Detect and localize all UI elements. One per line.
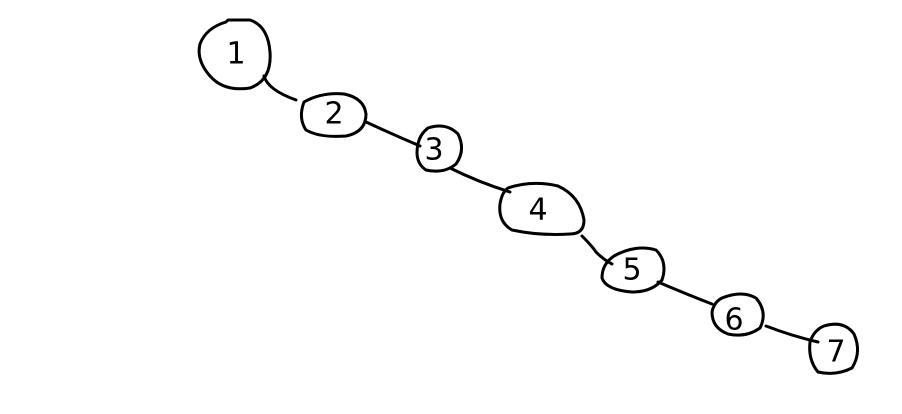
node-6: 6 <box>710 292 765 338</box>
node-1-label: 1 <box>226 37 245 72</box>
node-1-shape <box>197 18 272 91</box>
node-7: 7 <box>808 322 859 375</box>
node-5-label: 5 <box>622 253 641 288</box>
edge-1-2 <box>262 74 298 102</box>
node-2: 2 <box>299 92 368 138</box>
node-4: 4 <box>498 181 586 236</box>
node-3: 3 <box>415 124 463 173</box>
node-1: 1 <box>197 18 272 91</box>
node-6-shape <box>710 292 765 337</box>
node-4-shape <box>498 181 586 236</box>
edge-3-4 <box>448 166 512 194</box>
node-4-label: 4 <box>528 193 547 228</box>
node-5-shape <box>600 246 666 294</box>
node-5: 5 <box>600 246 666 294</box>
edge-5-6 <box>656 280 714 306</box>
node-7-shape <box>808 322 859 375</box>
edge-6-7 <box>764 324 820 344</box>
node-3-label: 3 <box>424 133 443 168</box>
node-2-label: 2 <box>324 97 343 132</box>
node-6-label: 6 <box>724 303 743 338</box>
node-3-shape <box>415 124 463 173</box>
node-7-label: 7 <box>826 335 845 370</box>
node-2-shape <box>299 92 368 138</box>
edge-2-3 <box>364 120 422 148</box>
